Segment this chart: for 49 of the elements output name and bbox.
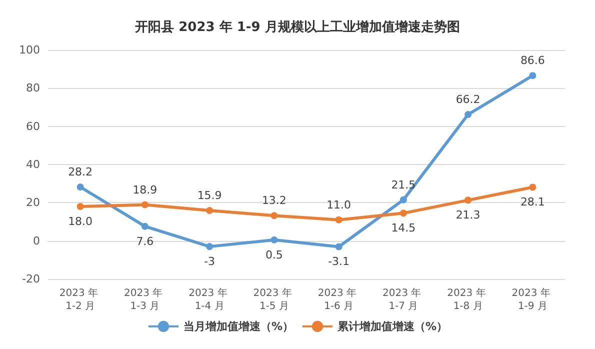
point xyxy=(206,206,214,214)
data-label: 0.5 xyxy=(265,248,283,262)
x-tick-label: 2023 年 1-8 月 xyxy=(447,287,489,312)
y-tick-label: 20 xyxy=(26,196,40,210)
data-label: 7.6 xyxy=(136,234,154,248)
point xyxy=(529,184,536,191)
point xyxy=(270,212,278,220)
x-tick-label: 2023 年 1-3 月 xyxy=(124,287,166,312)
data-label: 18.0 xyxy=(68,214,93,228)
legend-label: 当月增加值增速（%） xyxy=(183,320,294,333)
data-label: 21.3 xyxy=(456,208,480,222)
point xyxy=(464,196,472,204)
point xyxy=(270,236,278,244)
data-label: 18.9 xyxy=(132,183,158,196)
x-tick-label: 2023 年 1-5 月 xyxy=(253,287,296,312)
y-tick-label: -20 xyxy=(22,272,40,286)
x-tick-label: 2023 年 1-6 月 xyxy=(318,287,360,312)
point xyxy=(529,72,536,80)
data-label: 86.6 xyxy=(520,54,545,68)
y-tick-label: 80 xyxy=(26,82,40,95)
data-label: 11.0 xyxy=(326,198,352,212)
x-tick-label: 2023 年 1-2 月 xyxy=(59,287,102,312)
x-tick-label: 2023 年 1-9 月 xyxy=(512,287,554,312)
point xyxy=(76,184,84,191)
point xyxy=(206,243,214,250)
point xyxy=(141,222,148,230)
data-label: 28.2 xyxy=(68,166,93,179)
data-label: 28.1 xyxy=(520,196,545,209)
y-tick-label: 60 xyxy=(26,120,40,133)
data-label: -3.1 xyxy=(328,255,350,268)
x-tick-label: 2023 年 1-4 月 xyxy=(188,287,230,312)
data-label: -3 xyxy=(204,255,216,268)
point xyxy=(335,216,342,224)
point xyxy=(400,210,407,217)
point xyxy=(335,243,342,250)
data-label: 15.9 xyxy=(197,188,222,202)
chart-title: 开阳县 2023 年 1-9 月规模以上工业增加值增速走势图 xyxy=(134,19,460,35)
point xyxy=(76,202,84,210)
point xyxy=(400,196,407,204)
y-tick-label: 40 xyxy=(26,158,40,171)
data-label: 66.2 xyxy=(456,93,480,106)
x-tick-label: 2023 年 1-7 月 xyxy=(382,287,424,312)
point xyxy=(141,201,148,208)
y-tick-label: 100 xyxy=(19,44,40,56)
data-label: 13.2 xyxy=(262,194,286,208)
point xyxy=(464,111,472,118)
y-tick-label: 0 xyxy=(33,234,40,248)
legend-label: 累计增加值增速（%） xyxy=(336,320,448,333)
data-label: 14.5 xyxy=(391,222,416,235)
